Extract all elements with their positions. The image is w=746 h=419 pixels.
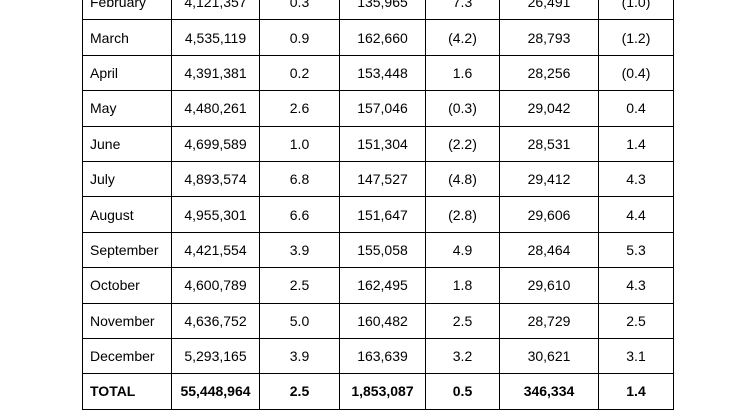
- change-2-cell: 2.5: [425, 302, 500, 339]
- change-3-cell: 4.3: [598, 267, 674, 304]
- change-1-cell: 5.0: [259, 302, 340, 339]
- change-3-cell: 4.3: [598, 160, 674, 198]
- value-3-cell: 30,621: [499, 337, 599, 375]
- change-2-cell: 1.8: [425, 267, 500, 304]
- change-2-cell: (0.3): [425, 90, 500, 127]
- month-cell: July: [82, 160, 172, 198]
- value-3-cell: 28,464: [499, 231, 599, 269]
- change-1-cell: 6.8: [259, 160, 340, 198]
- value-1-cell: 4,421,554: [171, 231, 260, 269]
- table-body: February 4,121,357 0.3 135,965 7.3 26,491 (1.0…: [82, 0, 674, 410]
- change-1-cell: 1.0: [259, 125, 340, 162]
- month-cell: May: [82, 90, 172, 127]
- change-3-cell: 0.4: [598, 90, 674, 127]
- value-1-cell: 4,600,789: [171, 267, 260, 304]
- value-2-cell: 162,660: [339, 19, 426, 56]
- monthly-statistics-table-container: February 4,121,357 0.3 135,965 7.3 26,491 (1.0…: [82, 0, 674, 410]
- change-1-cell: 6.6: [259, 196, 340, 233]
- table-row: February 4,121,357 0.3 135,965 7.3 26,491 (1.0…: [82, 0, 674, 21]
- change-1-cell: 0.3: [259, 0, 340, 21]
- table-row: May 4,480,261 2.6 157,046 (0.3) 29,042 0.4: [82, 90, 674, 127]
- total-label-cell: TOTAL: [82, 373, 172, 410]
- month-cell: February: [82, 0, 172, 21]
- value-3-cell: 29,412: [499, 160, 599, 198]
- value-3-cell: 29,042: [499, 90, 599, 127]
- value-1-cell: 55,448,964: [171, 373, 260, 410]
- value-1-cell: 4,893,574: [171, 160, 260, 198]
- change-3-cell: (0.4): [598, 54, 674, 92]
- month-cell: November: [82, 302, 172, 339]
- change-1-cell: 3.9: [259, 231, 340, 269]
- value-3-cell: 28,729: [499, 302, 599, 339]
- month-cell: June: [82, 125, 172, 162]
- change-2-cell: (4.2): [425, 19, 500, 56]
- month-cell: September: [82, 231, 172, 269]
- value-1-cell: 4,121,357: [171, 0, 260, 21]
- table-row: July 4,893,574 6.8 147,527 (4.8) 29,412 4.3: [82, 160, 674, 198]
- value-2-cell: 147,527: [339, 160, 426, 198]
- value-2-cell: 157,046: [339, 90, 426, 127]
- value-3-cell: 28,531: [499, 125, 599, 162]
- value-3-cell: 26,491: [499, 0, 599, 21]
- value-1-cell: 4,535,119: [171, 19, 260, 56]
- change-2-cell: (2.8): [425, 196, 500, 233]
- value-2-cell: 153,448: [339, 54, 426, 92]
- table-row: September 4,421,554 3.9 155,058 4.9 28,464 5.3: [82, 231, 674, 269]
- change-1-cell: 2.6: [259, 90, 340, 127]
- month-cell: October: [82, 267, 172, 304]
- change-2-cell: (2.2): [425, 125, 500, 162]
- value-2-cell: 163,639: [339, 337, 426, 375]
- value-3-cell: 346,334: [499, 373, 599, 410]
- total-row: TOTAL 55,448,964 2.5 1,853,087 0.5 346,334 1.4: [82, 373, 674, 410]
- value-2-cell: 151,304: [339, 125, 426, 162]
- change-2-cell: 0.5: [425, 373, 500, 410]
- value-2-cell: 1,853,087: [339, 373, 426, 410]
- value-1-cell: 4,391,381: [171, 54, 260, 92]
- table-row: August 4,955,301 6.6 151,647 (2.8) 29,606 4.4: [82, 196, 674, 233]
- value-2-cell: 151,647: [339, 196, 426, 233]
- table-row: December 5,293,165 3.9 163,639 3.2 30,621 3.1: [82, 337, 674, 375]
- change-3-cell: 4.4: [598, 196, 674, 233]
- change-2-cell: 3.2: [425, 337, 500, 375]
- value-1-cell: 5,293,165: [171, 337, 260, 375]
- value-3-cell: 29,606: [499, 196, 599, 233]
- month-cell: March: [82, 19, 172, 56]
- change-1-cell: 0.9: [259, 19, 340, 56]
- change-1-cell: 2.5: [259, 267, 340, 304]
- value-2-cell: 160,482: [339, 302, 426, 339]
- value-2-cell: 162,495: [339, 267, 426, 304]
- table-row: April 4,391,381 0.2 153,448 1.6 28,256 (0.4): [82, 54, 674, 92]
- value-1-cell: 4,636,752: [171, 302, 260, 339]
- change-3-cell: 1.4: [598, 373, 674, 410]
- value-3-cell: 28,793: [499, 19, 599, 56]
- change-3-cell: 2.5: [598, 302, 674, 339]
- change-1-cell: 0.2: [259, 54, 340, 92]
- change-2-cell: (4.8): [425, 160, 500, 198]
- table-row: June 4,699,589 1.0 151,304 (2.2) 28,531 1.4: [82, 125, 674, 162]
- change-1-cell: 3.9: [259, 337, 340, 375]
- change-2-cell: 7.3: [425, 0, 500, 21]
- value-2-cell: 135,965: [339, 0, 426, 21]
- table-row: November 4,636,752 5.0 160,482 2.5 28,729 2.5: [82, 302, 674, 339]
- change-3-cell: (1.0): [598, 0, 674, 21]
- change-3-cell: 5.3: [598, 231, 674, 269]
- monthly-statistics-table: February 4,121,357 0.3 135,965 7.3 26,491 (1.0…: [82, 0, 674, 410]
- month-cell: December: [82, 337, 172, 375]
- value-3-cell: 29,610: [499, 267, 599, 304]
- month-cell: August: [82, 196, 172, 233]
- value-1-cell: 4,480,261: [171, 90, 260, 127]
- change-2-cell: 4.9: [425, 231, 500, 269]
- value-2-cell: 155,058: [339, 231, 426, 269]
- value-1-cell: 4,955,301: [171, 196, 260, 233]
- value-3-cell: 28,256: [499, 54, 599, 92]
- table-row: March 4,535,119 0.9 162,660 (4.2) 28,793 (1.2): [82, 19, 674, 56]
- change-1-cell: 2.5: [259, 373, 340, 410]
- table-row: October 4,600,789 2.5 162,495 1.8 29,610 4.3: [82, 267, 674, 304]
- month-cell: April: [82, 54, 172, 92]
- change-2-cell: 1.6: [425, 54, 500, 92]
- change-3-cell: 1.4: [598, 125, 674, 162]
- change-3-cell: (1.2): [598, 19, 674, 56]
- change-3-cell: 3.1: [598, 337, 674, 375]
- value-1-cell: 4,699,589: [171, 125, 260, 162]
